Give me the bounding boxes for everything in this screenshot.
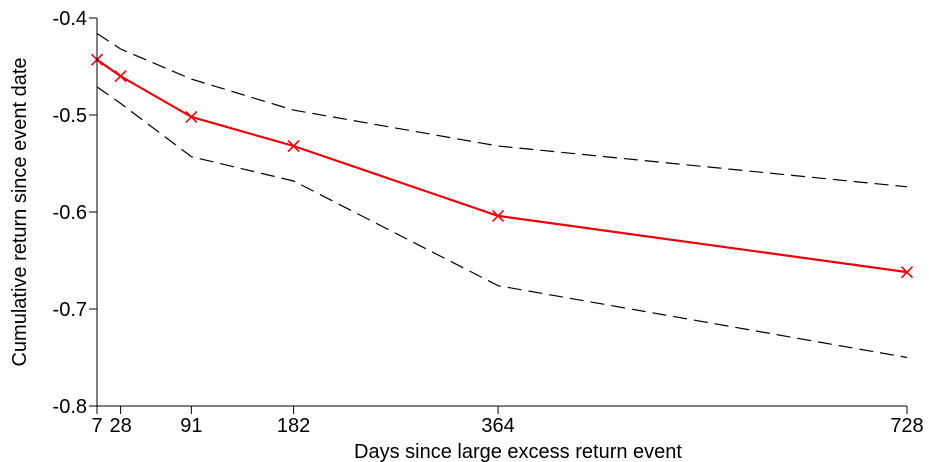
x-tick-label: 28 xyxy=(109,415,131,437)
lower-band-line xyxy=(96,86,908,359)
y-tick-label: -0.4 xyxy=(53,8,87,30)
x-tick-label: 182 xyxy=(277,415,310,437)
x-tick-label: 364 xyxy=(481,415,514,437)
data-point-marker xyxy=(492,209,505,222)
x-tick-label: 728 xyxy=(890,415,923,437)
estimate-line xyxy=(96,58,908,274)
y-tick-label: -0.7 xyxy=(53,299,87,321)
x-tick-label: 91 xyxy=(180,415,202,437)
data-point-marker xyxy=(900,266,914,279)
marker-stroke xyxy=(492,209,505,222)
y-tick-label: -0.8 xyxy=(53,396,87,418)
marker-stroke xyxy=(114,70,127,83)
y-tick-label: -0.5 xyxy=(53,105,87,127)
data-point-marker xyxy=(114,70,127,83)
x-tick-label: 7 xyxy=(91,415,102,437)
upper-band-line xyxy=(96,32,908,188)
marker-stroke xyxy=(287,139,300,153)
marker-stroke xyxy=(185,110,198,124)
axes-layer: -0.8-0.7-0.6-0.5-0.47 28 91 182 364 728 xyxy=(53,8,924,437)
y-axis-label: Cumulative return since event date xyxy=(9,57,31,366)
x-axis-label: Days since large excess return event xyxy=(354,441,682,462)
data-point-marker xyxy=(287,139,300,153)
marker-stroke xyxy=(900,266,914,279)
series-layer xyxy=(90,32,914,359)
y-tick-label: -0.6 xyxy=(53,202,87,224)
data-point-marker xyxy=(185,110,198,124)
